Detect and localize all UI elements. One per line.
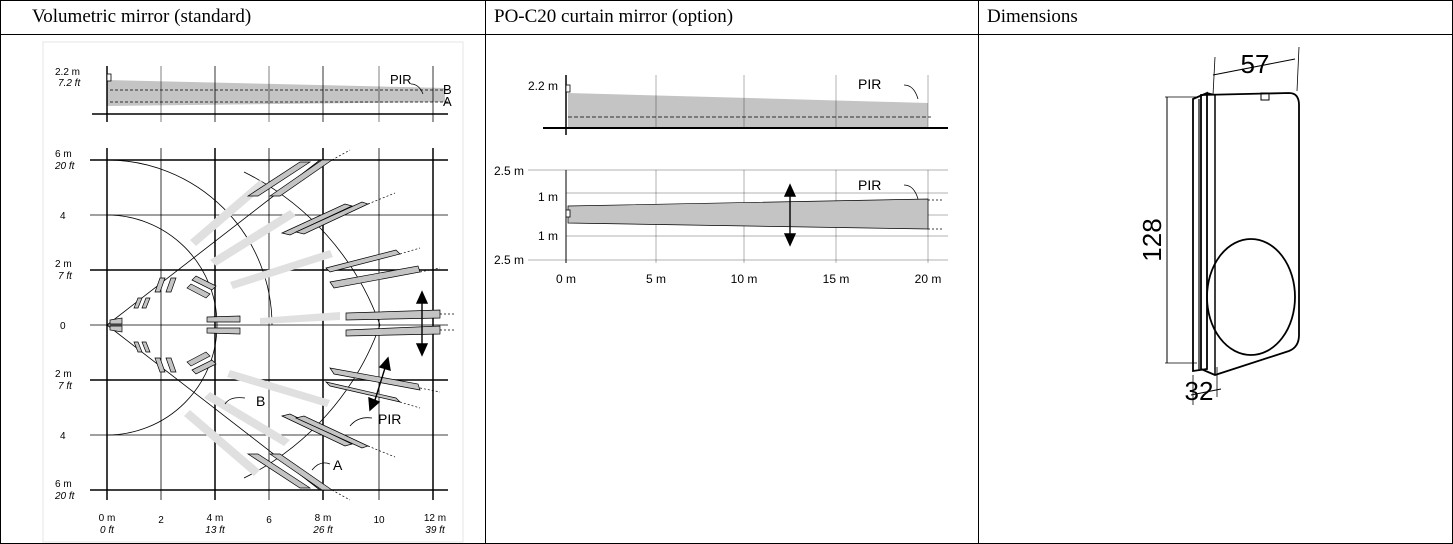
side-pir-label: PIR <box>390 72 412 87</box>
detector-housing <box>1165 46 1300 405</box>
dim-width-label: 57 <box>1241 49 1270 79</box>
curtain-bottom-label: 2.5 m <box>494 253 524 267</box>
curtain-top-label: 2.5 m <box>494 164 524 178</box>
side-a-label: A <box>443 94 452 109</box>
x-label: 2 <box>158 515 164 526</box>
curtain-top-pir: PIR <box>858 177 881 193</box>
header-curtain: PO-C20 curtain mirror (option) <box>494 6 734 27</box>
side-height-m: 2.2 m <box>55 67 80 78</box>
y-label-ft: 20 ft <box>54 491 76 502</box>
curtain-x-label: 20 m <box>915 272 942 286</box>
curtain-x-label: 15 m <box>823 272 850 286</box>
curtain-down-label: 1 m <box>538 229 558 243</box>
volumetric-diagram: PIR B A 2.2 m 7.2 ft <box>42 41 464 543</box>
header-volumetric: Volumetric mirror (standard) <box>32 6 252 27</box>
x-label: 12 m <box>424 513 446 524</box>
y-label: 2 m <box>55 369 72 380</box>
y-label: 2 m <box>55 259 72 270</box>
x-label: 4 m <box>207 513 224 524</box>
x-label-ft: 26 ft <box>312 525 334 536</box>
x-label-ft: 13 ft <box>205 525 226 536</box>
x-label: 6 <box>266 515 272 526</box>
y-label: 6 m <box>55 479 72 490</box>
x-label: 8 m <box>315 513 332 524</box>
curtain-up-label: 1 m <box>538 190 558 204</box>
curtain-top-view: PIR 2.5 m 1 m 1 m 2.5 m 0 m 5 m 10 m 15 … <box>494 164 948 286</box>
curtain-side-pir: PIR <box>858 76 881 92</box>
y-label: 6 m <box>55 149 72 160</box>
volumetric-plan-view: B PIR A 6 m 20 ft 4 2 m 7 ft 0 2 m 7 ft … <box>54 148 455 536</box>
dimensions-drawing: 57 128 32 <box>1137 46 1300 406</box>
y-label-ft: 7 ft <box>58 271 73 282</box>
curtain-x-label: 5 m <box>646 272 666 286</box>
volumetric-side-view: PIR B A 2.2 m 7.2 ft <box>55 66 452 122</box>
side-height-ft: 7.2 ft <box>58 78 81 89</box>
side-b-label: B <box>443 82 452 97</box>
x-label: 10 <box>373 515 385 526</box>
plan-b-label: B <box>256 393 265 409</box>
curtain-side-height: 2.2 m <box>528 79 558 93</box>
header-dimensions: Dimensions <box>987 6 1078 27</box>
curtain-side-view: 2.2 m PIR <box>528 75 948 135</box>
x-label-ft: 39 ft <box>425 525 446 536</box>
y-label-ft: 20 ft <box>54 161 76 172</box>
curtain-x-label: 10 m <box>731 272 758 286</box>
x-label-ft: 0 ft <box>100 525 115 536</box>
y-label-ft: 7 ft <box>58 381 73 392</box>
curtain-diagram: 2.2 m PIR PIR 2.5 m 1 m 1 m 2.5 m 0 m 5 … <box>494 75 948 286</box>
y-label: 4 <box>60 431 66 442</box>
curtain-x-label: 0 m <box>556 272 576 286</box>
dim-height-label: 128 <box>1137 218 1167 261</box>
y-label: 4 <box>60 211 66 222</box>
plan-a-label: A <box>333 457 343 473</box>
plan-pir-label: PIR <box>378 411 401 427</box>
x-label: 0 m <box>99 513 116 524</box>
y-label: 0 <box>60 321 66 332</box>
dim-depth-label: 32 <box>1185 376 1214 406</box>
